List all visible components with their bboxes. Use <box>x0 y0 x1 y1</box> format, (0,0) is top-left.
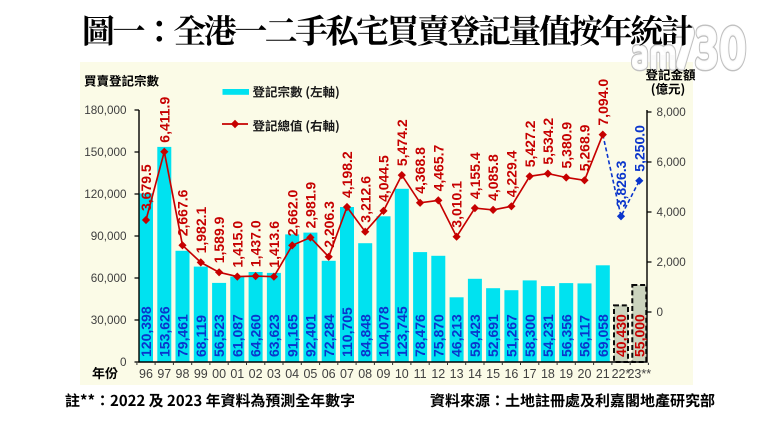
svg-text:5,474.2: 5,474.2 <box>394 119 410 166</box>
svg-text:16: 16 <box>504 367 518 381</box>
svg-text:5,268.9: 5,268.9 <box>577 124 593 171</box>
svg-text:0: 0 <box>657 306 664 319</box>
svg-text:2,206.3: 2,206.3 <box>321 201 337 248</box>
svg-text:97: 97 <box>157 367 171 381</box>
svg-text:4,155.4: 4,155.4 <box>467 152 483 199</box>
svg-text:153,626: 153,626 <box>156 306 172 357</box>
svg-text:6,000: 6,000 <box>657 156 687 169</box>
svg-text:96: 96 <box>139 367 153 381</box>
svg-text:03: 03 <box>267 367 281 381</box>
svg-text:2,981.9: 2,981.9 <box>303 182 319 229</box>
svg-text:8,000: 8,000 <box>657 106 687 119</box>
svg-text:12: 12 <box>431 367 445 381</box>
svg-text:61,087: 61,087 <box>229 314 245 357</box>
svg-text:1,589.9: 1,589.9 <box>211 216 227 263</box>
svg-text:05: 05 <box>303 367 317 381</box>
svg-text:51,267: 51,267 <box>504 314 520 357</box>
svg-text:90,000: 90,000 <box>91 230 127 243</box>
svg-text:01: 01 <box>230 367 244 381</box>
svg-text:180,000: 180,000 <box>84 104 127 117</box>
svg-text:3,212.6: 3,212.6 <box>357 176 373 223</box>
svg-text:92,401: 92,401 <box>303 314 319 357</box>
svg-text:46,213: 46,213 <box>449 314 465 357</box>
svg-text:21: 21 <box>596 367 610 381</box>
svg-text:99: 99 <box>194 367 208 381</box>
svg-text:18: 18 <box>541 367 555 381</box>
svg-text:2,667.6: 2,667.6 <box>175 189 191 236</box>
svg-text:150,000: 150,000 <box>84 146 127 159</box>
svg-text:15: 15 <box>486 367 500 381</box>
svg-text:60,000: 60,000 <box>91 272 127 285</box>
svg-text:00: 00 <box>212 367 226 381</box>
svg-text:11: 11 <box>414 367 427 381</box>
svg-text:64,260: 64,260 <box>248 314 264 357</box>
svg-text:52,691: 52,691 <box>485 314 501 357</box>
svg-text:63,623: 63,623 <box>266 314 282 357</box>
svg-text:56,356: 56,356 <box>558 314 574 357</box>
svg-text:1,413.6: 1,413.6 <box>266 221 282 268</box>
svg-text:1,982.1: 1,982.1 <box>193 206 209 253</box>
svg-text:5,380.9: 5,380.9 <box>558 122 574 169</box>
svg-text:13: 13 <box>450 367 464 381</box>
svg-text:84,848: 84,848 <box>357 314 373 357</box>
svg-text:1,415.0: 1,415.0 <box>229 221 245 268</box>
svg-text:5,427.2: 5,427.2 <box>522 120 538 167</box>
svg-text:110,705: 110,705 <box>339 307 355 357</box>
svg-text:68,119: 68,119 <box>193 315 209 357</box>
svg-text:78,476: 78,476 <box>412 314 428 357</box>
svg-text:07: 07 <box>340 367 354 381</box>
svg-text:54,231: 54,231 <box>540 314 556 357</box>
svg-text:104,078: 104,078 <box>376 306 392 357</box>
svg-text:10: 10 <box>395 367 409 381</box>
svg-text:5,534.2: 5,534.2 <box>540 118 556 165</box>
svg-text:2,000: 2,000 <box>657 256 687 269</box>
svg-text:55,000: 55,000 <box>631 314 647 357</box>
svg-text:08: 08 <box>358 367 372 381</box>
svg-text:4,229.4: 4,229.4 <box>504 150 520 197</box>
svg-text:3,679.5: 3,679.5 <box>138 164 154 211</box>
svg-text:3,826.3: 3,826.3 <box>613 160 629 207</box>
svg-text:58,300: 58,300 <box>522 314 538 357</box>
svg-text:4,368.8: 4,368.8 <box>412 147 428 194</box>
svg-text:23**: 23** <box>627 367 651 381</box>
svg-text:91,165: 91,165 <box>284 314 300 357</box>
svg-text:06: 06 <box>322 367 336 381</box>
svg-text:75,870: 75,870 <box>430 314 446 357</box>
svg-text:123,745: 123,745 <box>394 306 410 357</box>
svg-text:0: 0 <box>120 356 127 369</box>
svg-text:1,437.0: 1,437.0 <box>248 220 264 267</box>
svg-text:20: 20 <box>578 367 592 381</box>
svg-text:69,058: 69,058 <box>595 314 611 357</box>
svg-text:4,000: 4,000 <box>657 206 687 219</box>
svg-text:98: 98 <box>176 367 190 381</box>
svg-text:7,094.0: 7,094.0 <box>595 79 611 126</box>
svg-text:3,010.1: 3,010.1 <box>449 181 465 228</box>
svg-text:04: 04 <box>285 367 299 381</box>
svg-text:79,461: 79,461 <box>175 314 191 357</box>
svg-text:19: 19 <box>559 367 573 381</box>
svg-text:72,284: 72,284 <box>321 314 337 357</box>
svg-text:2,662.0: 2,662.0 <box>284 189 300 236</box>
svg-text:4,198.2: 4,198.2 <box>339 151 355 198</box>
svg-text:14: 14 <box>468 367 482 381</box>
svg-text:5,250.0: 5,250.0 <box>631 125 647 172</box>
svg-text:4,044.5: 4,044.5 <box>376 155 392 202</box>
svg-text:56,117: 56,117 <box>577 315 593 357</box>
svg-text:59,423: 59,423 <box>467 314 483 357</box>
svg-text:4,465.7: 4,465.7 <box>430 144 446 191</box>
svg-text:17: 17 <box>523 367 537 381</box>
svg-text:30,000: 30,000 <box>91 314 127 327</box>
svg-text:02: 02 <box>249 367 263 381</box>
svg-text:56,523: 56,523 <box>211 314 227 357</box>
svg-text:22*: 22* <box>612 367 631 381</box>
svg-text:40,430: 40,430 <box>613 314 629 357</box>
svg-text:6,411.9: 6,411.9 <box>156 97 172 143</box>
svg-text:120,000: 120,000 <box>84 188 127 201</box>
svg-text:09: 09 <box>377 367 391 381</box>
svg-text:120,398: 120,398 <box>138 306 154 357</box>
svg-text:4,085.8: 4,085.8 <box>485 154 501 201</box>
